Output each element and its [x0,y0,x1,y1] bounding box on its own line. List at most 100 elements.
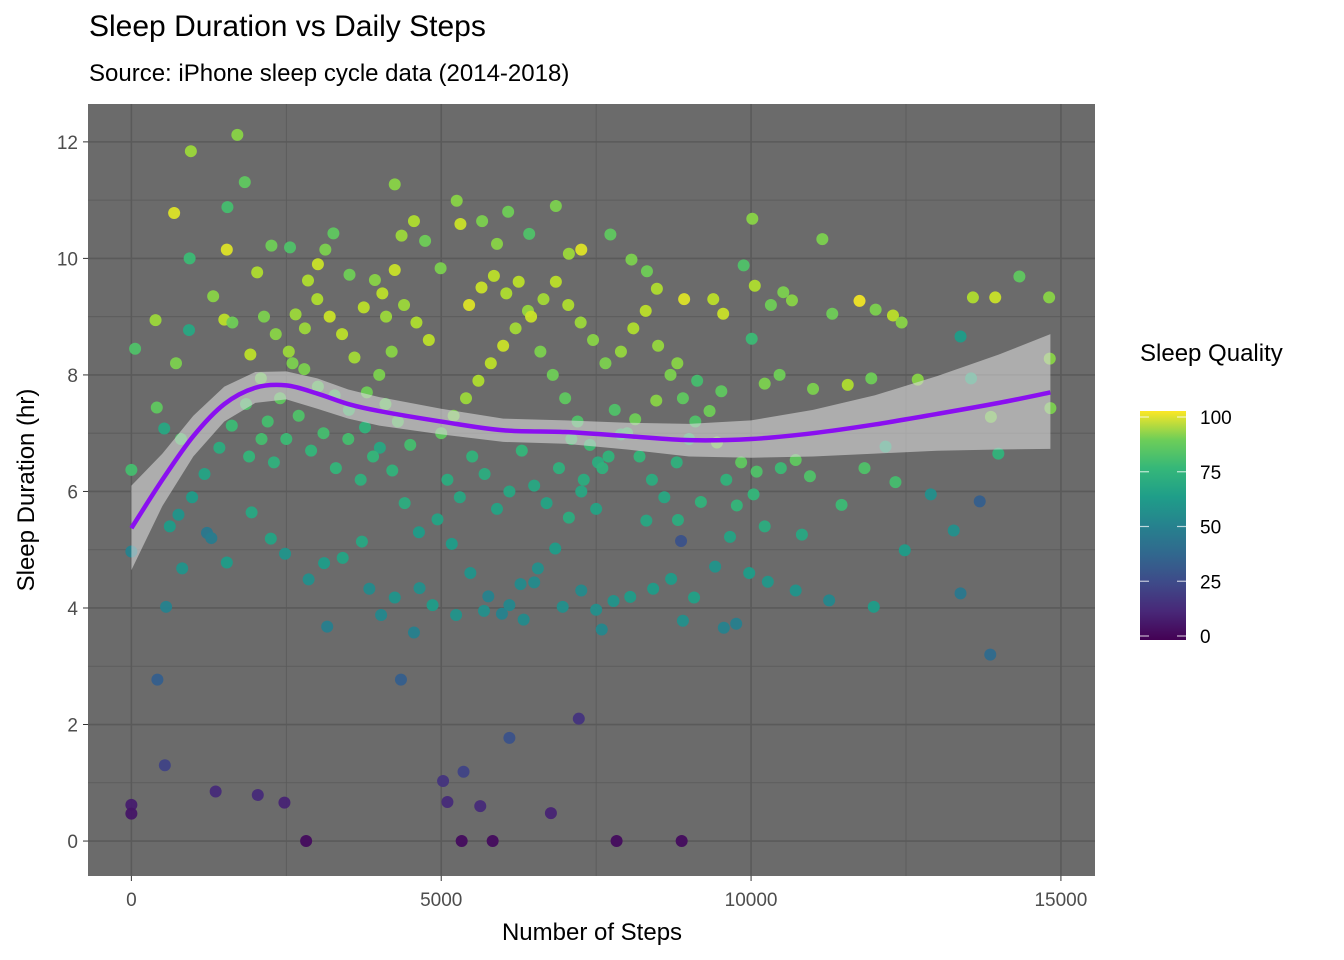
data-point [575,485,588,498]
data-point [292,409,305,422]
data-point [463,299,476,312]
data-point [280,433,293,446]
data-point [954,587,967,600]
smooth-line [129,382,1051,530]
data-point [168,206,181,219]
data-point [895,316,908,329]
data-point [394,673,407,686]
data-point [150,401,163,414]
data-point [562,511,575,524]
data-point [478,467,491,480]
data-point [238,176,251,189]
data-point [761,575,774,588]
data-point [183,324,196,337]
data-point [302,573,315,586]
data-point [889,476,902,489]
data-point [500,287,513,300]
data-point [300,835,313,848]
data-point [562,247,575,260]
data-point [924,488,937,501]
data-point [552,462,565,475]
data-point [410,316,423,329]
data-point [973,495,986,508]
data-point [607,594,620,607]
data-point [590,502,603,515]
data-point [319,243,332,256]
data-point [503,485,516,498]
y-axis-title: Sleep Duration (hr) [13,389,40,592]
data-point [599,357,612,370]
legend-tick-label: 25 [1200,572,1221,593]
data-point [528,479,541,492]
data-point [454,218,467,231]
data-point [678,293,691,306]
color-legend: Sleep Quality 0 25 50 75 100 [1140,340,1283,648]
data-point [125,807,138,820]
data-point [509,322,522,335]
data-point [773,368,786,381]
data-point [534,345,547,358]
data-point [614,345,627,358]
data-point [225,419,238,432]
data-point [512,275,525,288]
data-point [441,796,454,809]
data-point [826,307,839,320]
data-point [385,345,398,358]
data-point [186,491,199,504]
data-point [354,473,367,486]
data-point [590,603,603,616]
data-point [257,310,270,323]
data-point [386,464,399,477]
data-point [336,328,349,341]
data-point [490,237,503,250]
y-tick-label: 6 [67,482,78,503]
data-point [221,201,234,214]
data-point [426,599,439,612]
data-point [125,798,138,811]
data-point [595,623,608,636]
legend-tick-label: 100 [1200,408,1232,429]
data-point [497,339,510,352]
data-point [207,290,220,303]
data-point [149,314,162,327]
data-point [375,608,388,621]
data-point [289,308,302,321]
data-point [676,392,689,405]
data-point [209,785,222,798]
data-point [1013,270,1026,283]
y-tick-label: 8 [67,366,78,387]
data-point [311,293,324,306]
data-point [477,604,490,617]
data-point [537,293,550,306]
data-point [562,299,575,312]
data-point [633,450,646,463]
data-point [745,332,758,345]
data-point [404,438,417,451]
data-point [198,467,211,480]
data-point [474,800,487,813]
data-point [735,456,748,469]
data-point [398,497,411,510]
chart-title: Sleep Duration vs Daily Steps [89,10,486,43]
data-point [359,421,372,434]
data-point [329,462,342,475]
legend-tick-label: 75 [1200,463,1221,484]
data-point [205,532,218,545]
y-tick-label: 4 [67,599,78,620]
data-point [298,363,311,376]
data-point [720,473,733,486]
data-point [675,835,688,848]
data-point [664,368,677,381]
data-point [650,394,663,407]
data-point [715,385,728,398]
data-point [556,600,569,613]
data-point [368,273,381,286]
data-point [515,444,528,457]
data-point [460,392,473,405]
data-point [807,382,820,395]
y-tick-label: 12 [57,133,78,154]
data-point [265,239,278,252]
data-point [184,145,197,158]
data-point [587,333,600,346]
